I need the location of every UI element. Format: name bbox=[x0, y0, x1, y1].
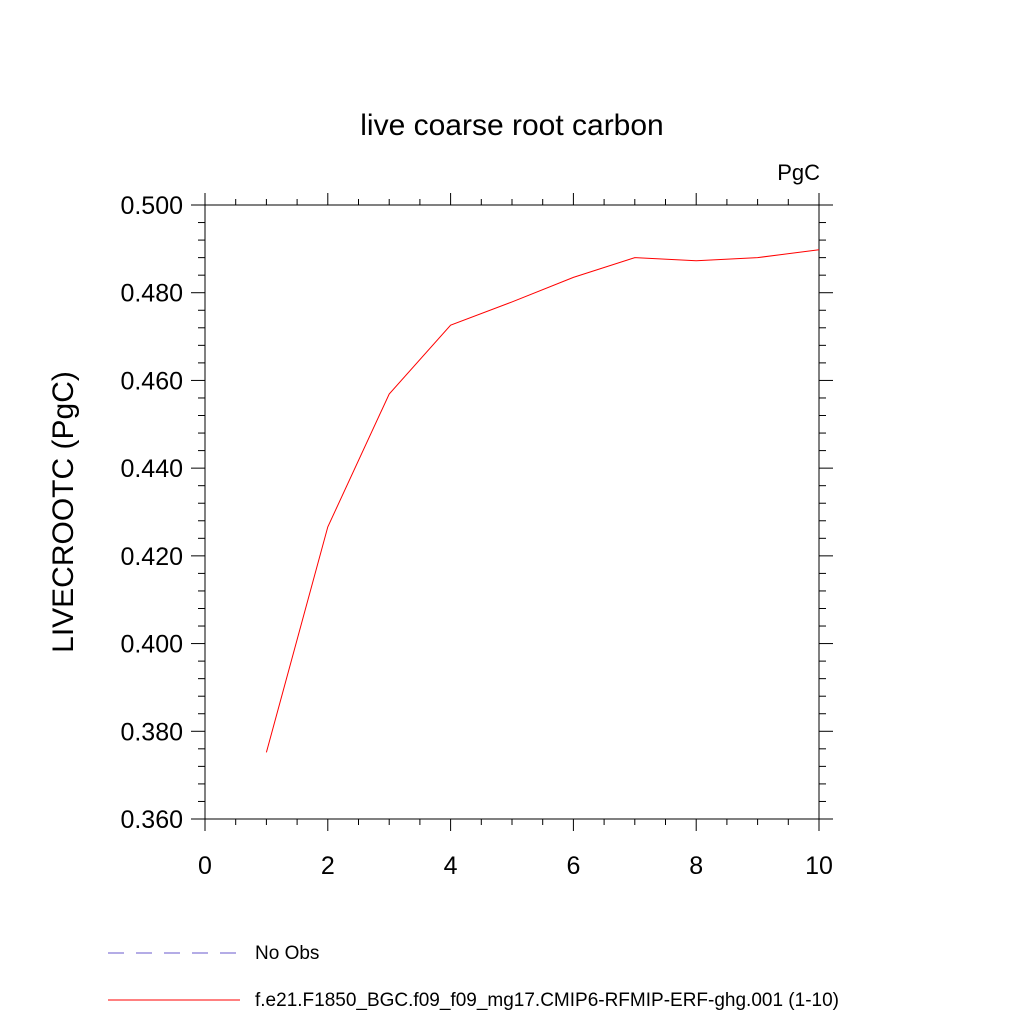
units-label: PgC bbox=[777, 160, 820, 185]
legend-label-no-obs: No Obs bbox=[255, 943, 319, 964]
x-tick-label: 6 bbox=[566, 852, 580, 880]
legend-label-model-run: f.e21.F1850_BGC.f09_f09_mg17.CMIP6-RFMIP… bbox=[255, 990, 839, 1011]
y-axis-ticks: 0.360 0.380 0.400 0.420 0.440 0.460 0.480 0.500 bbox=[120, 192, 833, 834]
chart-title: live coarse root carbon bbox=[360, 109, 664, 142]
x-tick-label: 8 bbox=[689, 852, 703, 880]
y-tick-label: 0.500 bbox=[120, 192, 183, 220]
y-tick-label: 0.360 bbox=[120, 806, 183, 834]
y-tick-label: 0.480 bbox=[120, 280, 183, 308]
y-tick-label: 0.380 bbox=[120, 718, 183, 746]
x-tick-label: 0 bbox=[198, 852, 212, 880]
plot-frame bbox=[204, 204, 820, 820]
y-tick-label: 0.440 bbox=[120, 455, 183, 483]
x-tick-label: 10 bbox=[805, 852, 833, 880]
y-tick-label: 0.400 bbox=[120, 631, 183, 659]
x-axis-ticks: 0 2 4 6 8 10 bbox=[198, 193, 833, 880]
y-tick-label: 0.460 bbox=[120, 367, 183, 395]
series-layer bbox=[265, 249, 820, 753]
legend: No Obs f.e21.F1850_BGC.f09_f09_mg17.CMIP… bbox=[108, 943, 839, 1011]
x-tick-label: 4 bbox=[444, 852, 458, 880]
series-line bbox=[265, 249, 820, 753]
y-tick-label: 0.420 bbox=[120, 543, 183, 571]
y-axis-label: LIVECROOTC (PgC) bbox=[47, 371, 80, 653]
x-tick-label: 2 bbox=[321, 852, 335, 880]
